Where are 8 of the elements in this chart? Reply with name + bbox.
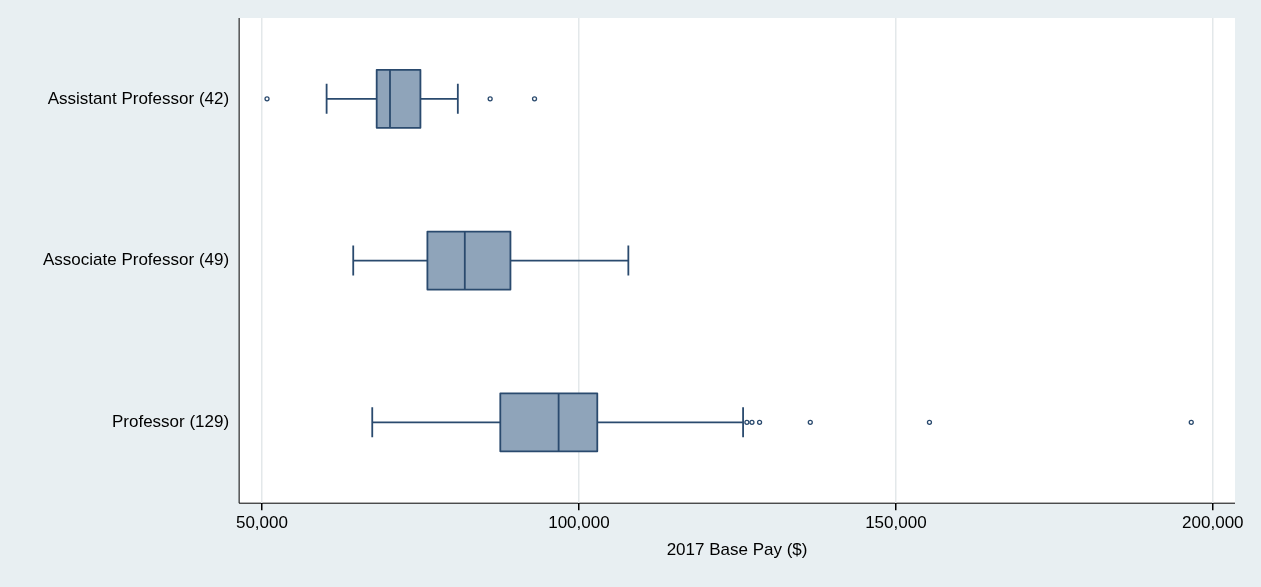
x-axis-title: 2017 Base Pay ($) — [666, 540, 808, 560]
y-tick-label: Assistant Professor (42) — [47, 88, 230, 108]
x-tick-label: 100,000 — [548, 513, 610, 533]
y-tick-label: Associate Professor (49) — [42, 250, 230, 270]
x-tick-label: 200,000 — [1182, 513, 1244, 533]
y-tick-label: Professor (129) — [111, 412, 230, 432]
x-tick-label: 150,000 — [865, 513, 927, 533]
x-tick-label: 50,000 — [235, 513, 288, 533]
